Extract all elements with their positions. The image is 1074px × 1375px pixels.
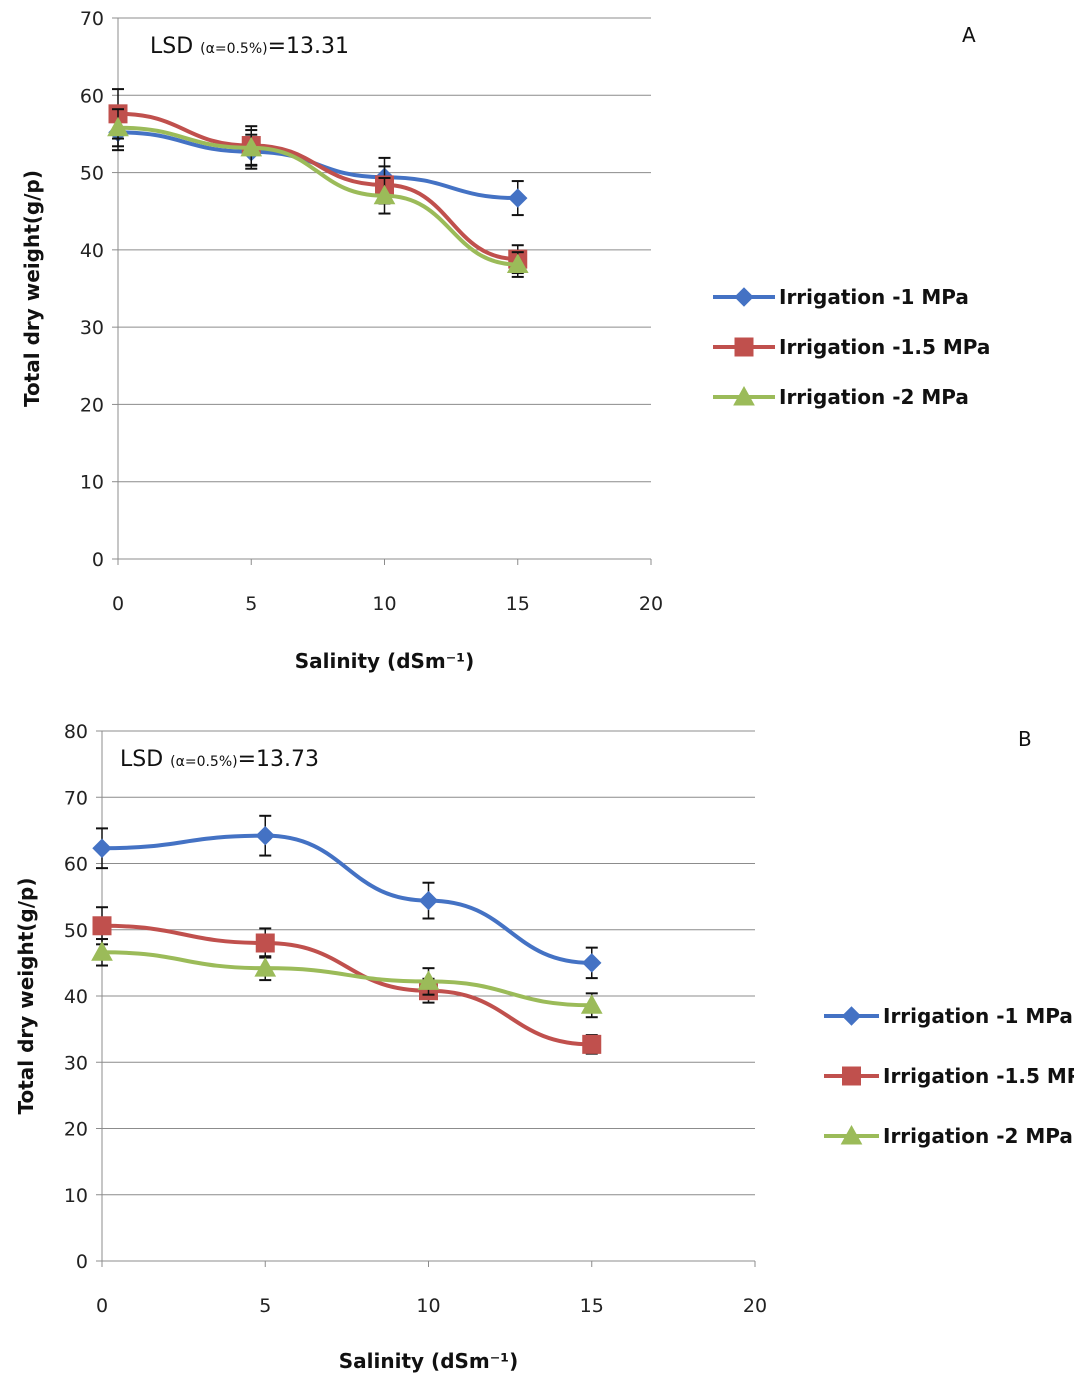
panel-b-data-point-irrigation-1-mpa-0	[92, 838, 112, 858]
panel-a-legend-label: Irrigation -2 MPa	[779, 385, 969, 409]
panel-b-legend-item-irrigation-1-mpa: Irrigation -1 MPa	[824, 1004, 1073, 1028]
panel-b-legend-label: Irrigation -2 MPa	[883, 1124, 1073, 1148]
panel-b-legend-marker	[841, 1006, 862, 1026]
panel-b-series-line-irrigation-1-5-mpa	[101, 923, 592, 1047]
panel-b-y-tick-label-10: 10	[64, 1185, 88, 1207]
panel-a-data-point-irrigation-2-mpa-5	[240, 136, 263, 157]
panel-b-x-tick-label-0: 0	[96, 1295, 108, 1317]
panel-b-data-point-irrigation-1-5-mpa-5	[255, 933, 275, 953]
panel-a-legend-marker	[734, 337, 754, 357]
panel-b-series-irrigation-1-mpa	[92, 814, 602, 980]
panel-b-data-point-irrigation-1-5-mpa-15	[582, 1034, 602, 1054]
panel-b-y-tick-label-70: 70	[64, 787, 88, 809]
panel-a-x-axis-title: Salinity (dSm⁻¹)	[295, 649, 474, 673]
panel-a-lsd-annotation: LSD (α=0.5%)=13.31	[150, 34, 349, 59]
panel-b-lsd-alpha: (α=0.5%)	[170, 754, 237, 770]
panel-a-x-tick-label-0: 0	[112, 593, 124, 615]
panel-a-y-tick-label-40: 40	[80, 240, 104, 262]
panel-a-lsd-label: LSD	[150, 34, 200, 59]
panel-b-legend-marker	[840, 1124, 863, 1145]
panel-a-y-tick-label-0: 0	[92, 549, 104, 571]
panel-b-data-point-irrigation-2-mpa-10	[417, 970, 440, 990]
panel-b-data-point-irrigation-2-mpa-15	[580, 994, 603, 1014]
panel-b-legend-label: Irrigation -1.5 MPa	[883, 1064, 1074, 1088]
panel-a-x-tick-label-15: 15	[506, 593, 530, 615]
panel-b-y-tick-label-50: 50	[64, 920, 88, 942]
panel-a-y-axis-title: Total dry weight(g/p)	[20, 170, 44, 407]
panel-a-data-point-irrigation-2-mpa-10	[373, 184, 396, 205]
panel-b-x-tick-label-15: 15	[580, 1295, 604, 1317]
panel-b-data-point-irrigation-1-5-mpa-0	[92, 916, 112, 936]
panel-a-series-line-irrigation-2-mpa	[117, 125, 518, 267]
panel-b-data-point-irrigation-2-mpa-0	[91, 941, 113, 961]
panel-a-series-irrigation-2-mpa	[107, 108, 529, 278]
panel-b-series-line-irrigation-1-mpa	[101, 833, 592, 965]
panel-a-lsd-value: =13.31	[268, 34, 349, 59]
panel-a-legend-label: Irrigation -1.5 MPa	[779, 335, 990, 359]
panel-b-legend-marker	[842, 1066, 861, 1086]
chart-panel-a: 0 10 20 30 40 50 60 70 0 5 10 15 20 Total dry weight(…	[20, 8, 990, 673]
panel-b-series-irrigation-1-5-mpa	[92, 906, 602, 1055]
panel-b-y-tick-label-60: 60	[64, 854, 88, 876]
panel-a-legend-marker	[734, 287, 754, 307]
panel-a-y-tick-label-60: 60	[80, 85, 104, 107]
panel-b-y-tick-label-80: 80	[64, 721, 88, 743]
panel-b-data-point-irrigation-2-mpa-5	[254, 957, 277, 977]
panel-a-legend-item-irrigation-2-mpa: Irrigation -2 MPa	[713, 385, 969, 409]
panel-a-y-tick-label-30: 30	[80, 317, 104, 339]
panel-a-data-point-irrigation-2-mpa-0	[107, 116, 129, 137]
panel-a-y-tick-label-20: 20	[80, 394, 104, 416]
panel-b-panel-label: B	[1018, 727, 1032, 751]
panel-a-legend-item-irrigation-1-5-mpa: Irrigation -1.5 MPa	[713, 335, 990, 359]
panel-b-lsd-annotation: LSD (α=0.5%)=13.73	[120, 747, 319, 772]
panel-b-legend-label: Irrigation -1 MPa	[883, 1004, 1073, 1028]
chart-panel-b: 0 10 20 30 40 50 60 70 80 0 5 10 15 20 Total dry weigh…	[14, 721, 1074, 1373]
panel-b-data-point-irrigation-1-mpa-15	[582, 953, 602, 973]
panel-b-y-tick-label-0: 0	[76, 1251, 88, 1273]
panel-b-series-line-irrigation-2-mpa	[101, 950, 592, 1008]
panel-b-y-tick-label-20: 20	[64, 1119, 88, 1141]
panel-b-data-point-irrigation-1-mpa-5	[255, 825, 275, 846]
panel-b-series-irrigation-2-mpa	[91, 938, 603, 1019]
panel-b-y-tick-label-40: 40	[64, 986, 88, 1008]
panel-a-x-tick-label-10: 10	[372, 593, 396, 615]
panel-a-data-point-irrigation-2-mpa-15	[506, 253, 529, 274]
panel-b-y-axis-title: Total dry weight(g/p)	[14, 877, 38, 1114]
panel-a-legend-label: Irrigation -1 MPa	[779, 285, 969, 309]
panel-a-y-tick-label-70: 70	[80, 8, 104, 30]
panel-a-series-line-irrigation-1-5-mpa	[117, 111, 518, 262]
panel-a-legend-marker	[733, 385, 755, 406]
panel-a-data-point-irrigation-1-mpa-15	[508, 188, 528, 208]
panel-a-panel-label: A	[962, 23, 976, 47]
panel-a-y-tick-label-10: 10	[80, 472, 104, 494]
panel-a-legend-item-irrigation-1-mpa: Irrigation -1 MPa	[713, 285, 969, 309]
panel-b-legend-item-irrigation-1-5-mpa: Irrigation -1.5 MPa	[824, 1064, 1074, 1088]
panel-b-x-tick-label-5: 5	[259, 1295, 271, 1317]
panel-b-legend-item-irrigation-2-mpa: Irrigation -2 MPa	[824, 1124, 1073, 1148]
panel-a-y-tick-label-50: 50	[80, 163, 104, 185]
panel-a-x-tick-label-5: 5	[245, 593, 257, 615]
panel-a-series-irrigation-1-5-mpa	[108, 88, 528, 275]
panel-b-x-tick-label-10: 10	[416, 1295, 440, 1317]
panel-b-x-tick-label-20: 20	[743, 1295, 767, 1317]
panel-b-data-point-irrigation-1-mpa-10	[418, 890, 439, 911]
panel-b-x-axis-title: Salinity (dSm⁻¹)	[339, 1349, 518, 1373]
panel-b-y-tick-label-30: 30	[64, 1052, 88, 1074]
panel-a-x-tick-label-20: 20	[639, 593, 663, 615]
panel-b-lsd-label: LSD	[120, 747, 170, 772]
panel-a-lsd-alpha: (α=0.5%)	[200, 41, 267, 57]
panel-b-lsd-value: =13.73	[238, 747, 319, 772]
